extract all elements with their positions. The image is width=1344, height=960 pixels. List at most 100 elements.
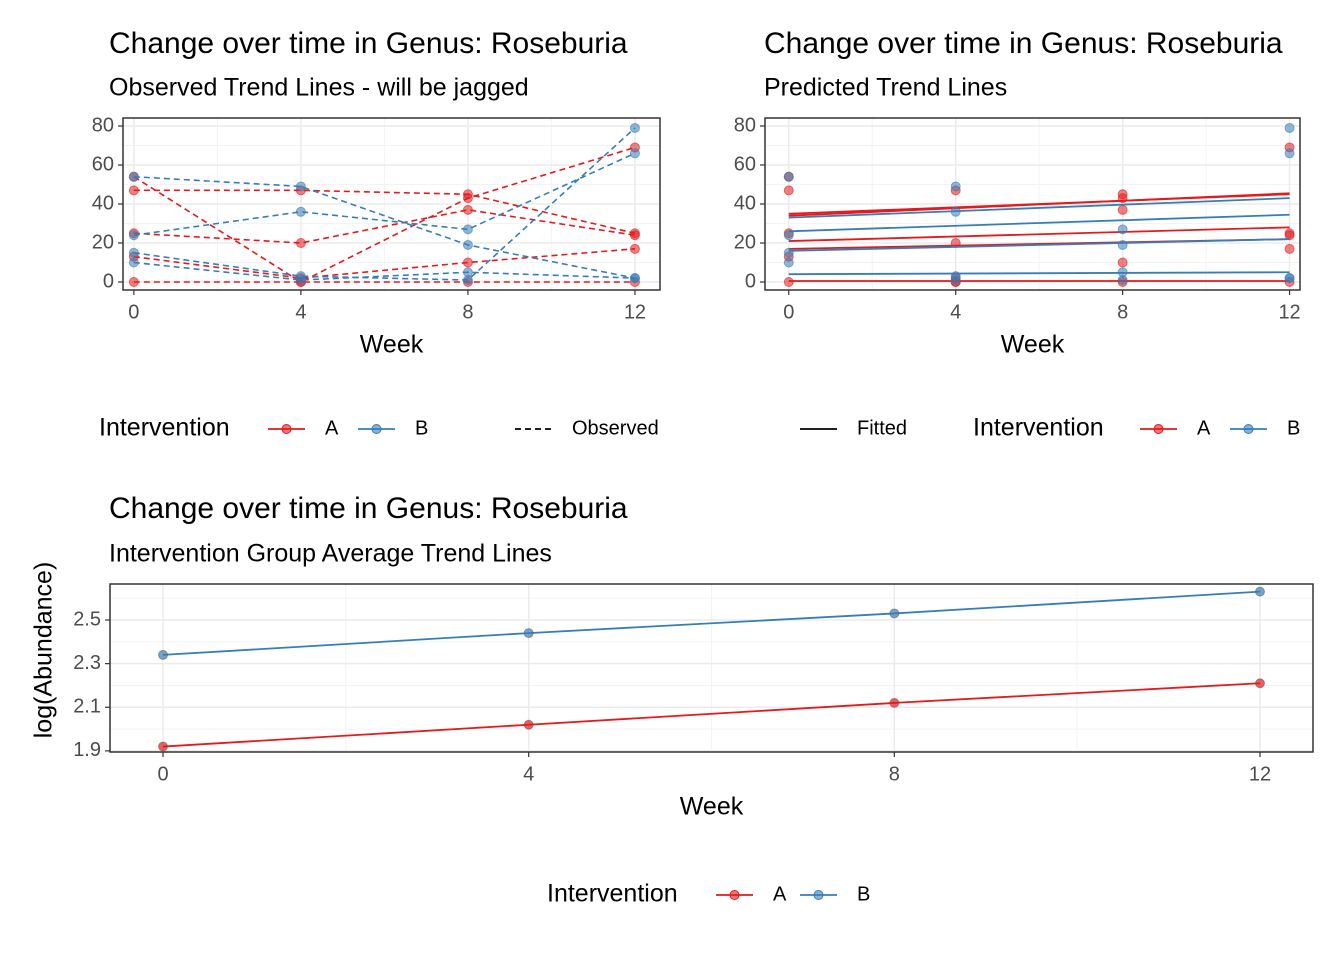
point — [783, 185, 794, 196]
point — [128, 247, 139, 258]
observed-line — [133, 146, 636, 283]
fitted-line — [788, 226, 1290, 242]
point — [629, 273, 640, 284]
observed-line — [133, 189, 636, 235]
observed-line — [133, 127, 636, 281]
x-tick-label: 8 — [1117, 301, 1128, 323]
legend-title: Intervention — [99, 414, 230, 442]
legend-key — [729, 890, 740, 900]
point — [462, 189, 473, 200]
legend-label: B — [415, 417, 428, 439]
y-tick-label: 60 — [734, 153, 756, 175]
point — [1284, 273, 1295, 284]
legend-label: B — [1287, 417, 1300, 439]
point — [462, 257, 473, 268]
chart-title: Change over time in Genus: Roseburia — [764, 27, 1283, 60]
series-line — [162, 590, 1261, 656]
legend-key — [281, 424, 292, 434]
y-tick-label: 20 — [734, 231, 756, 253]
point — [783, 247, 794, 258]
legend-label: B — [857, 883, 870, 905]
point — [1284, 122, 1295, 133]
point — [128, 277, 139, 288]
point — [783, 171, 794, 182]
point — [1254, 678, 1265, 689]
legend-title: Intervention — [547, 880, 678, 908]
legend-key — [1153, 424, 1164, 434]
legend-label: A — [773, 883, 787, 905]
point — [1117, 224, 1128, 235]
fitted-line — [788, 197, 1290, 219]
point — [523, 628, 534, 639]
y-tick-label: 60 — [92, 153, 114, 175]
y-tick-label: 80 — [92, 114, 114, 136]
chart-subtitle: Intervention Group Average Trend Lines — [109, 540, 552, 568]
point — [889, 697, 900, 708]
point — [295, 206, 306, 217]
x-tick-label: 12 — [1278, 301, 1300, 323]
legend-title: Intervention — [973, 414, 1104, 442]
chart-title: Change over time in Genus: Roseburia — [109, 492, 628, 525]
x-tick-label: 8 — [462, 301, 473, 323]
point — [523, 719, 534, 730]
y-tick-label: 2.1 — [73, 696, 101, 718]
point — [462, 239, 473, 250]
point — [158, 741, 169, 752]
plot-border — [764, 117, 1301, 291]
x-tick-label: 12 — [1249, 763, 1271, 785]
legend-label: A — [325, 417, 339, 439]
chart-subtitle: Observed Trend Lines - will be jagged — [109, 74, 529, 102]
x-tick-label: 4 — [950, 301, 961, 323]
fitted-line — [788, 238, 1290, 252]
point — [950, 271, 961, 282]
legend-label: Observed — [572, 417, 659, 439]
point — [295, 181, 306, 192]
y-tick-label: 20 — [92, 231, 114, 253]
y-tick-label: 40 — [92, 192, 114, 214]
x-axis-title: Week — [680, 793, 744, 821]
observed-line — [133, 175, 636, 279]
y-axis-title: log(Abundance) — [30, 562, 58, 739]
point — [1254, 586, 1265, 597]
point — [128, 185, 139, 196]
y-tick-label: 1.9 — [73, 739, 101, 761]
chart-title: Change over time in Genus: Roseburia — [109, 27, 628, 60]
point — [783, 230, 794, 241]
x-axis-title: Week — [1001, 331, 1065, 359]
x-tick-label: 4 — [295, 301, 306, 323]
point — [462, 224, 473, 235]
point — [295, 271, 306, 282]
point — [950, 181, 961, 192]
point — [128, 257, 139, 268]
y-tick-label: 2.5 — [73, 608, 101, 630]
point — [1117, 275, 1128, 286]
point — [629, 148, 640, 159]
x-tick-label: 0 — [157, 763, 168, 785]
x-tick-label: 8 — [889, 763, 900, 785]
point — [629, 243, 640, 254]
series-line — [162, 682, 1261, 748]
observed-line — [133, 209, 636, 244]
point — [1284, 243, 1295, 254]
point — [158, 649, 169, 660]
observed-line — [133, 152, 636, 236]
fitted-line — [788, 213, 1290, 233]
observed-line — [133, 248, 636, 279]
point — [889, 608, 900, 619]
legend-key — [371, 424, 382, 434]
x-tick-label: 0 — [783, 301, 794, 323]
y-tick-label: 0 — [103, 270, 114, 292]
observed-line — [133, 261, 635, 281]
y-tick-label: 40 — [734, 192, 756, 214]
y-tick-label: 0 — [745, 270, 756, 292]
y-tick-label: 2.3 — [73, 652, 101, 674]
point — [462, 204, 473, 215]
point — [128, 171, 139, 182]
chart-subtitle: Predicted Trend Lines — [764, 74, 1007, 102]
y-tick-label: 80 — [734, 114, 756, 136]
legend-key — [813, 890, 824, 900]
point — [128, 230, 139, 241]
point — [950, 206, 961, 217]
point — [783, 257, 794, 268]
